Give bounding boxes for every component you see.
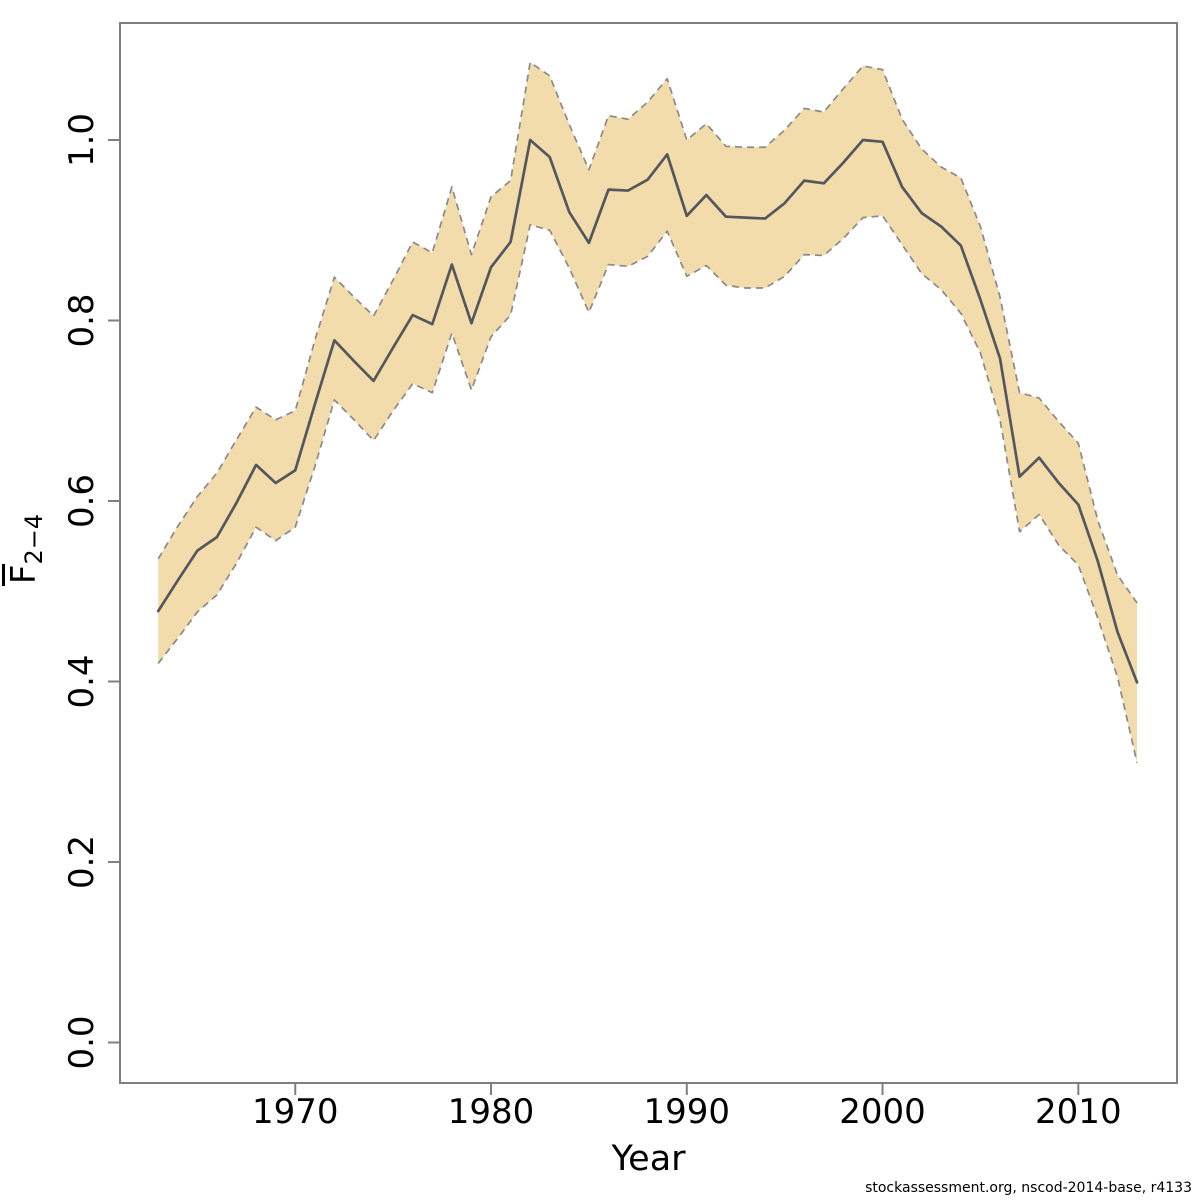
y-axis-label-fbar: F <box>4 564 44 585</box>
plot-box <box>119 22 1178 1084</box>
x-axis-label: Year <box>611 1139 686 1179</box>
x-tick-label: 1990 <box>644 1092 731 1132</box>
y-tick-label: 0.8 <box>62 293 102 347</box>
x-tick-label: 1980 <box>448 1092 535 1132</box>
attribution-text: stockassessment.org, nscod-2014-base, r4… <box>865 1180 1192 1196</box>
y-tick-label: 0.6 <box>62 474 102 528</box>
ci-lower-line <box>157 214 1138 763</box>
x-tick-label: 2000 <box>839 1092 926 1132</box>
y-axis-label: F2−4 <box>2 449 48 649</box>
confidence-band <box>158 62 1138 763</box>
y-axis-label-subscript: 2−4 <box>20 513 48 565</box>
y-tick-label: 0.2 <box>62 835 102 889</box>
x-tick-label: 1970 <box>252 1092 339 1132</box>
y-tick-label: 0.4 <box>62 654 102 708</box>
x-tick-label: 2010 <box>1035 1092 1122 1132</box>
y-tick-label: 0.0 <box>62 1015 102 1069</box>
y-tick-label: 1.0 <box>62 113 102 167</box>
fbar-mean-line <box>156 138 1139 684</box>
